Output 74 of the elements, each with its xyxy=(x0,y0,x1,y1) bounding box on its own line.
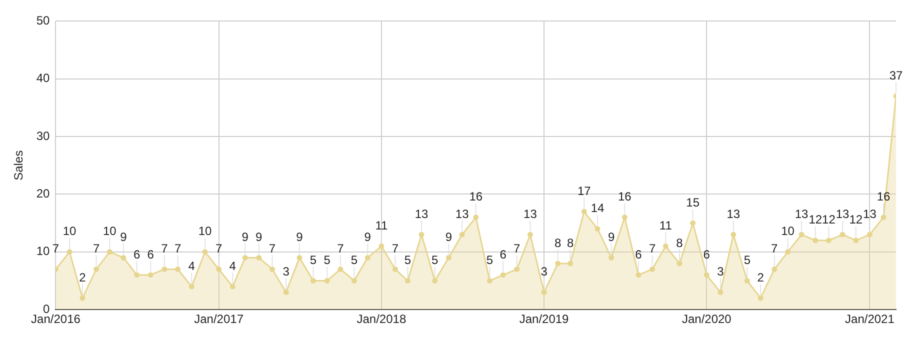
data-label: 10 xyxy=(198,224,212,238)
y-axis-title: Sales xyxy=(12,150,26,180)
data-label: 7 xyxy=(174,242,182,256)
data-label: 2 xyxy=(757,270,764,284)
data-label: 13 xyxy=(794,206,809,221)
data-label: 16 xyxy=(618,190,632,204)
data-label: 7 xyxy=(514,242,521,256)
data-label: 10 xyxy=(781,224,795,238)
data-label: 12 xyxy=(849,212,863,227)
y-tick-label: 10 xyxy=(36,244,50,258)
data-label: 5 xyxy=(310,253,317,268)
data-label: 13 xyxy=(524,206,538,221)
data-label: 13 xyxy=(726,206,740,221)
y-tick-label: 30 xyxy=(36,128,50,143)
x-tick-label: Jan/2019 xyxy=(519,312,570,326)
data-label: 6 xyxy=(703,247,710,262)
data-label: 9 xyxy=(445,230,452,244)
data-label: 16 xyxy=(469,190,483,204)
data-label: 5 xyxy=(744,253,751,268)
data-label: 3 xyxy=(540,264,548,279)
data-label: 12 xyxy=(822,212,836,227)
data-label: 5 xyxy=(432,253,439,268)
data-label: 37 xyxy=(889,68,903,82)
data-label: 14 xyxy=(590,201,604,216)
data-label: 8 xyxy=(566,236,574,250)
data-label: 3 xyxy=(282,264,290,279)
data-label: 5 xyxy=(404,253,412,268)
data-label: 8 xyxy=(676,236,684,250)
data-label: 9 xyxy=(296,230,304,244)
data-label: 13 xyxy=(863,206,877,221)
y-tick-label: 40 xyxy=(36,71,50,86)
data-label: 7 xyxy=(215,242,222,256)
x-tick-label: Jan/2021 xyxy=(845,312,895,326)
data-label: 15 xyxy=(686,195,700,210)
data-label: 10 xyxy=(102,224,117,238)
data-label: 4 xyxy=(229,258,236,273)
data-label: 7 xyxy=(337,242,344,256)
data-label: 7 xyxy=(161,242,168,256)
data-label: 6 xyxy=(635,247,642,262)
data-label: 4 xyxy=(188,258,196,273)
data-label: 3 xyxy=(717,264,724,279)
x-tick-label: Jan/2018 xyxy=(356,312,406,326)
data-label: 17 xyxy=(577,184,592,198)
data-label: 6 xyxy=(133,247,140,262)
data-label: 7 xyxy=(52,242,60,256)
data-label: 5 xyxy=(350,253,358,268)
data-label: 9 xyxy=(608,230,615,244)
data-label: 13 xyxy=(414,206,429,221)
data-label: 8 xyxy=(554,236,562,250)
x-tick-label: Jan/2017 xyxy=(194,312,244,326)
data-label: 7 xyxy=(771,242,778,256)
data-label: 9 xyxy=(256,230,263,244)
data-label: 11 xyxy=(375,218,388,232)
data-label: 7 xyxy=(268,242,276,256)
data-label: 9 xyxy=(242,230,249,244)
data-label: 16 xyxy=(876,190,891,204)
y-tick-label: 20 xyxy=(36,186,50,201)
data-label: 12 xyxy=(808,212,822,227)
data-label: 6 xyxy=(147,247,154,262)
data-label: 9 xyxy=(364,230,372,244)
data-label: 11 xyxy=(659,218,672,232)
x-tick-label: Jan/2020 xyxy=(682,312,732,326)
data-label: 2 xyxy=(79,270,86,284)
data-label: 10 xyxy=(62,224,77,238)
data-label: 6 xyxy=(500,247,507,262)
data-label: 7 xyxy=(92,242,100,256)
y-tick-label: 50 xyxy=(36,14,50,28)
data-label: 9 xyxy=(120,230,128,244)
data-label: 5 xyxy=(486,253,494,268)
data-label: 7 xyxy=(392,242,399,256)
data-label: 13 xyxy=(836,206,850,221)
data-label: 7 xyxy=(648,242,656,256)
data-label: 13 xyxy=(455,206,470,221)
data-label: 5 xyxy=(324,253,331,268)
